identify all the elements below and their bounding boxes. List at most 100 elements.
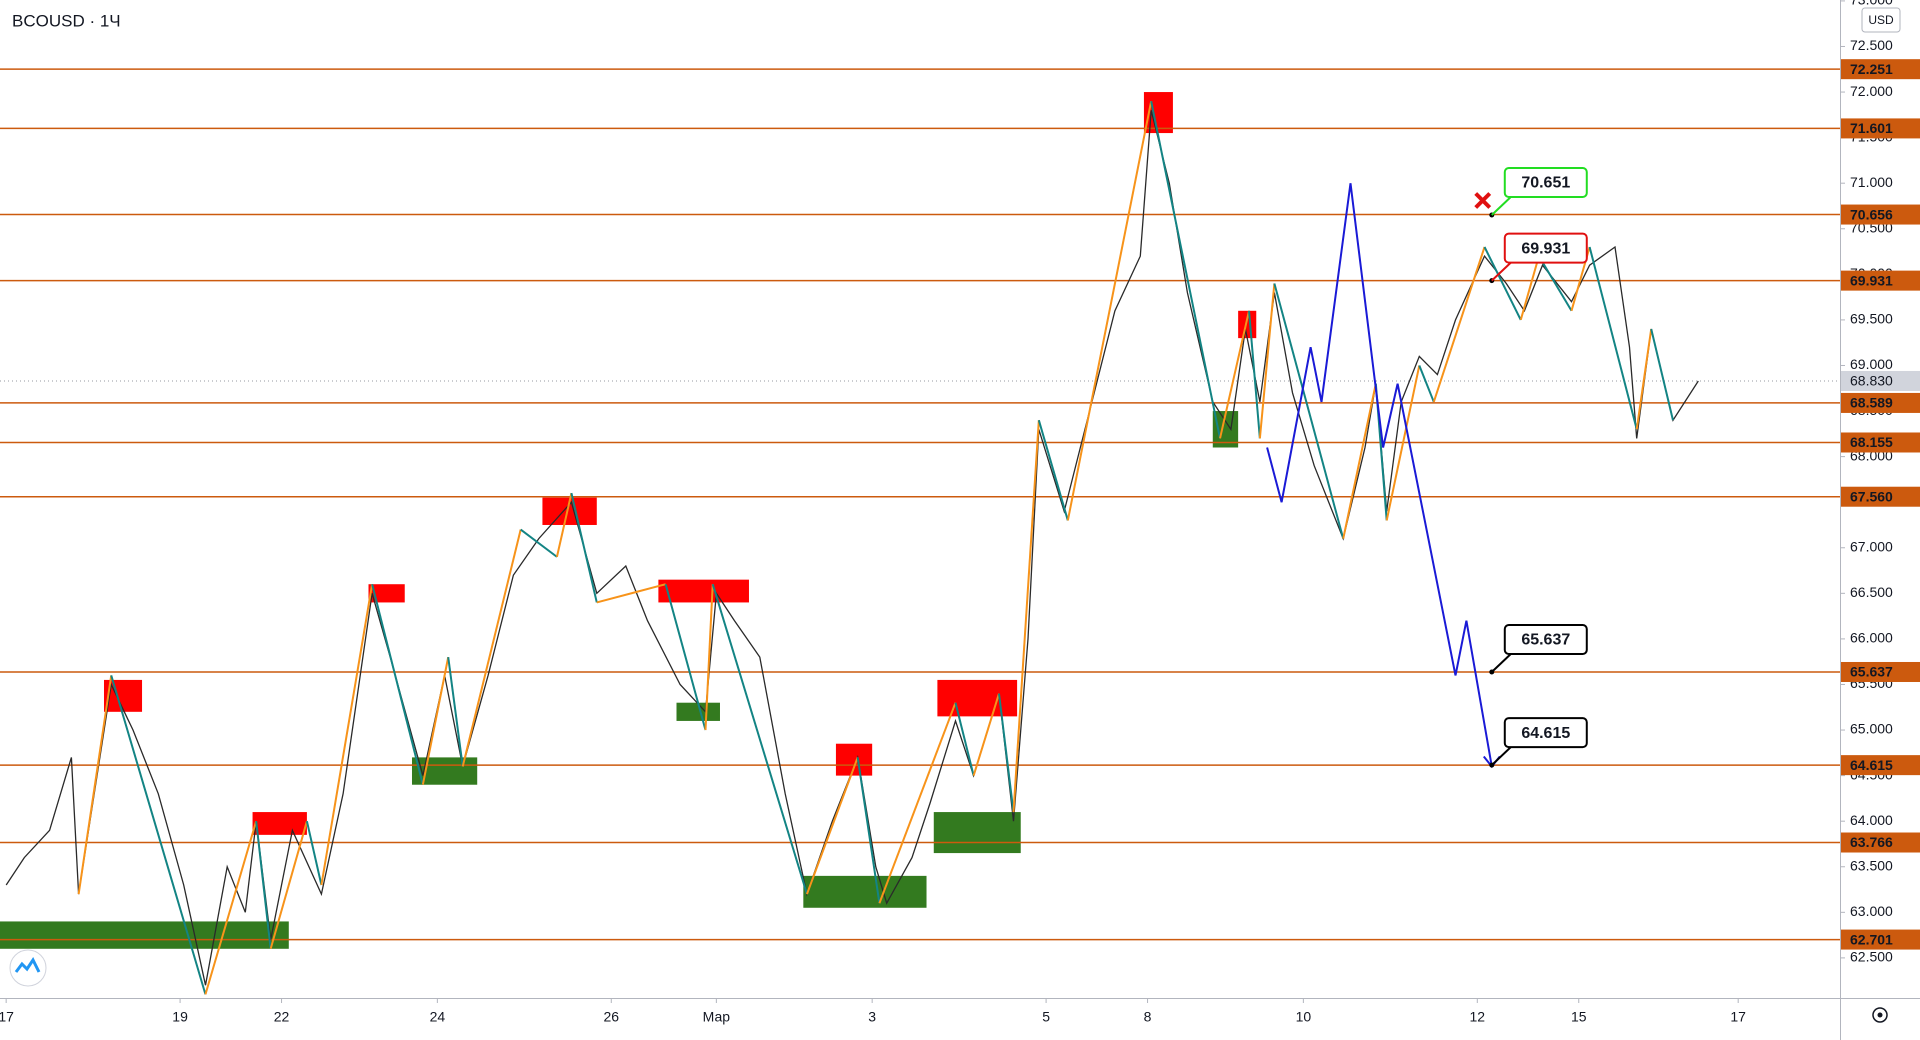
y-tick-label: 71.000 <box>1850 174 1893 190</box>
level-label-bg <box>1841 392 1920 413</box>
zigzag-segment <box>1012 420 1040 813</box>
zigzag-segment <box>110 675 207 995</box>
y-tick-label: 67.000 <box>1850 538 1893 554</box>
y-tick-label: 63.500 <box>1850 857 1893 873</box>
zigzag-segment <box>570 492 598 603</box>
callout-pointer <box>1491 746 1512 766</box>
x-tick-label: 26 <box>603 1009 619 1025</box>
x-tick-label: 24 <box>430 1009 446 1025</box>
y-tick-label: 69.000 <box>1850 356 1893 372</box>
zigzag-segment <box>1432 246 1486 403</box>
y-tick-label: 72.500 <box>1850 37 1893 53</box>
zigzag-segment <box>204 820 258 995</box>
zone <box>835 743 873 776</box>
currency-label: USD <box>1868 13 1894 27</box>
zigzag-segment <box>1483 246 1522 321</box>
x-tick-label: 10 <box>1296 1009 1312 1025</box>
zigzag-segment <box>1066 100 1153 521</box>
zigzag-segment <box>461 529 522 767</box>
y-tick-label: 73.000 <box>1850 0 1893 8</box>
zone <box>676 702 720 721</box>
level-label-bg <box>1841 929 1920 950</box>
zone <box>0 921 289 949</box>
x-tick-label: 3 <box>868 1009 876 1025</box>
x-tick-label: 22 <box>274 1009 290 1025</box>
y-tick-label: 62.500 <box>1850 949 1893 965</box>
zone <box>933 812 1021 854</box>
level-label: 64.615 <box>1850 757 1893 773</box>
cross-marker <box>1474 192 1492 209</box>
zigzag-segment <box>1248 310 1261 439</box>
y-tick-label: 66.000 <box>1850 630 1893 646</box>
zigzag-segment <box>1150 100 1222 439</box>
y-tick-label: 65.000 <box>1850 721 1893 737</box>
callout-label: 70.651 <box>1521 175 1570 192</box>
symbol-title[interactable]: BCOUSD · 1Ч <box>12 11 121 30</box>
zigzag-segment <box>1538 255 1573 312</box>
y-tick-label: 66.500 <box>1850 584 1893 600</box>
zigzag-segment <box>1273 283 1345 539</box>
zone <box>368 584 405 603</box>
zigzag-segment <box>447 656 464 767</box>
callout-label: 64.615 <box>1521 725 1570 742</box>
x-tick-label: Мар <box>703 1009 731 1025</box>
zigzag-segment <box>704 584 714 731</box>
y-tick-label: 64.000 <box>1850 812 1893 828</box>
zigzag-segment <box>269 820 308 950</box>
level-label: 62.701 <box>1850 931 1893 947</box>
zigzag-segment <box>664 583 707 731</box>
zone <box>252 812 307 835</box>
callout-pointer <box>1491 261 1512 282</box>
zigzag-segment <box>1037 419 1069 521</box>
level-label-bg <box>1841 118 1920 139</box>
level-label-bg <box>1841 486 1920 507</box>
level-label: 69.931 <box>1850 272 1893 288</box>
currency-box[interactable] <box>1861 7 1901 33</box>
x-tick-label: 15 <box>1571 1009 1587 1025</box>
zigzag-segment <box>1519 255 1540 321</box>
zigzag-segment <box>1219 310 1250 439</box>
price-line <box>5 110 1699 986</box>
zone <box>803 875 927 908</box>
zigzag-segment <box>596 583 666 604</box>
zigzag-segment <box>305 820 323 886</box>
zigzag-segment <box>1385 365 1421 521</box>
x-tick-label: 17 <box>0 1009 14 1025</box>
level-label: 65.637 <box>1850 664 1893 680</box>
y-tick-label: 63.000 <box>1850 903 1893 919</box>
level-label-bg <box>1841 755 1920 776</box>
zigzag-segment <box>555 492 573 558</box>
zigzag-segment <box>255 821 272 949</box>
zone <box>937 679 1018 717</box>
callout-box <box>1503 167 1588 199</box>
callout-box <box>1503 717 1588 749</box>
last-price-label: 68.830 <box>1850 373 1893 389</box>
zigzag-segment <box>77 675 113 895</box>
settings-icon <box>1877 1012 1883 1018</box>
zigzag-segment <box>856 757 881 904</box>
settings-button[interactable] <box>1872 1007 1888 1023</box>
zigzag-segment <box>320 584 374 886</box>
x-tick-label: 8 <box>1144 1009 1152 1025</box>
zigzag-segment <box>1635 328 1653 430</box>
level-label-bg <box>1841 432 1920 453</box>
callout-label: 69.931 <box>1521 240 1570 257</box>
level-label-bg <box>1841 661 1920 682</box>
level-label: 68.589 <box>1850 395 1893 411</box>
zigzag-segment <box>806 757 859 895</box>
level-label-bg <box>1841 204 1920 225</box>
zone <box>658 579 749 603</box>
level-label: 71.601 <box>1850 120 1893 136</box>
level-label: 63.766 <box>1850 834 1893 850</box>
last-price-label-bg <box>1841 370 1920 391</box>
x-tick-label: 5 <box>1042 1009 1050 1025</box>
level-label: 67.560 <box>1850 488 1893 504</box>
callout-box <box>1503 623 1588 655</box>
level-label: 68.155 <box>1850 434 1893 450</box>
plot-area: 70.651 69.931 65.637 64.615 <box>0 68 1840 995</box>
logo-icon <box>14 957 41 973</box>
x-tick-label: 12 <box>1470 1009 1486 1025</box>
level-label: 70.656 <box>1850 206 1893 222</box>
